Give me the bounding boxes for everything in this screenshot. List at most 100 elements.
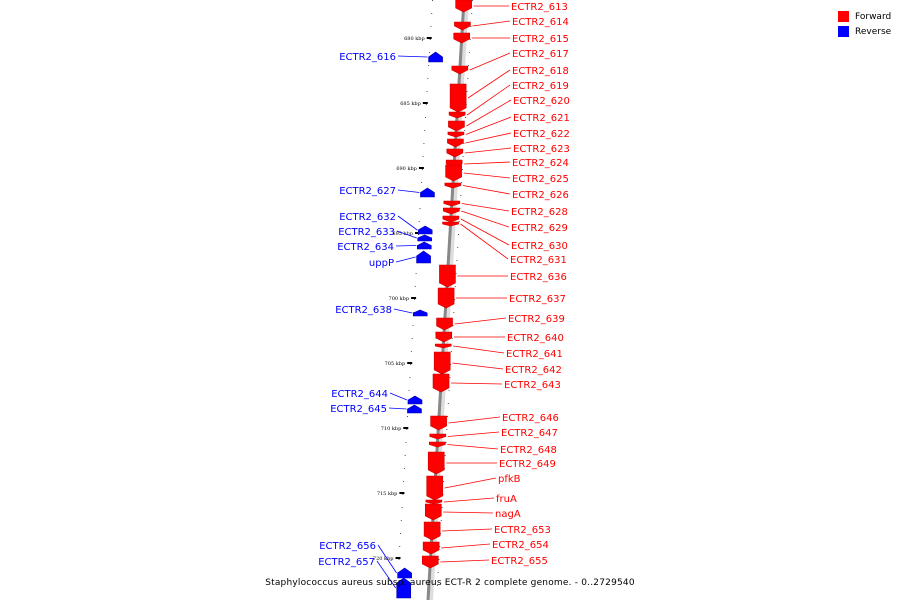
gene-label-ectr2-642[interactable]: ECTR2_642 [505,365,562,376]
gene-label-ectr2-643[interactable]: ECTR2_643 [504,380,561,391]
gene-feature-ectr2-656[interactable] [397,567,412,579]
leader-line [397,189,420,193]
minor-tick [427,78,429,79]
minor-tick [452,325,454,326]
gene-feature-ectr2-625[interactable] [445,164,462,182]
leader-line [466,84,511,116]
gene-feature-frua[interactable] [425,499,443,505]
gene-feature-ectr2-626[interactable] [444,182,462,189]
gene-label-uppp[interactable]: uppP [369,258,394,269]
gene-feature-ectr2-622[interactable] [447,138,464,148]
minor-tick [423,143,425,144]
gene-label-ectr2-640[interactable]: ECTR2_640 [507,333,564,344]
gene-label-ectr2-617[interactable]: ECTR2_617 [512,49,569,60]
gene-feature-ectr2-627[interactable] [420,187,435,198]
gene-feature-ectr2-648[interactable] [429,441,446,448]
gene-label-ectr2-632[interactable]: ECTR2_632 [339,212,396,223]
gene-label-ectr2-634[interactable]: ECTR2_634 [337,242,394,253]
gene-feature-ectr2-649[interactable] [427,451,445,475]
gene-label-ectr2-618[interactable]: ECTR2_618 [512,66,569,77]
gene-feature-ectr2-645[interactable] [407,404,422,414]
gene-label-ectr2-615[interactable]: ECTR2_615 [512,34,569,45]
minor-tick [403,481,405,482]
gene-label-ectr2-622[interactable]: ECTR2_622 [513,129,570,140]
gene-label-frua[interactable]: fruA [496,494,517,505]
gene-feature-ectr2-647[interactable] [429,433,447,440]
gene-label-ectr2-629[interactable]: ECTR2_629 [511,223,568,234]
gene-label-ectr2-656[interactable]: ECTR2_656 [319,541,376,552]
gene-label-ectr2-630[interactable]: ECTR2_630 [511,241,568,252]
gene-label-ectr2-636[interactable]: ECTR2_636 [510,272,567,283]
gene-feature-ectr2-631[interactable] [442,221,459,227]
gene-label-ectr2-637[interactable]: ECTR2_637 [509,294,566,305]
gene-feature-ectr2-619[interactable] [448,111,466,119]
gene-label-ectr2-621[interactable]: ECTR2_621 [513,113,570,124]
gene-feature-ectr2-643[interactable] [432,373,450,393]
gene-feature-ectr2-644[interactable] [407,395,423,405]
gene-feature-ectr2-632[interactable] [417,225,433,235]
gene-label-ectr2-613[interactable]: ECTR2_613 [511,2,568,13]
gene-feature-ectr2-618[interactable] [449,83,467,113]
gene-label-ectr2-646[interactable]: ECTR2_646 [502,413,559,424]
gene-feature-ectr2-629[interactable] [443,207,460,215]
gene-feature-uppp[interactable] [416,250,431,264]
gene-label-ectr2-649[interactable]: ECTR2_649 [499,459,556,470]
gene-feature-ectr2-613[interactable] [455,0,472,13]
gene-feature-ectr2-655[interactable] [421,555,439,569]
gene-label-ectr2-645[interactable]: ECTR2_645 [330,404,387,415]
gene-feature-ectr2-639[interactable] [436,317,453,331]
minor-tick [431,13,433,14]
gene-feature-ectr2-621[interactable] [447,131,465,138]
gene-feature-ectr2-614[interactable] [454,21,471,31]
gene-feature-ectr2-617[interactable] [451,65,469,75]
gene-features [396,0,472,599]
gene-label-ectr2-639[interactable]: ECTR2_639 [508,314,565,325]
gene-feature-ectr2-623[interactable] [446,148,464,158]
minor-tick [457,247,459,248]
gene-feature-ectr2-637[interactable] [437,287,455,309]
gene-label-ectr2-641[interactable]: ECTR2_641 [506,349,563,360]
gene-label-ectr2-619[interactable]: ECTR2_619 [512,81,569,92]
gene-label-naga[interactable]: nagA [495,509,521,520]
gene-feature-pfkb[interactable] [426,475,444,501]
minor-tick [412,325,414,326]
gene-label-ectr2-655[interactable]: ECTR2_655 [491,556,548,567]
gene-label-ectr2-624[interactable]: ECTR2_624 [512,158,569,169]
gene-label-ectr2-616[interactable]: ECTR2_616 [339,52,396,63]
gene-label-ectr2-623[interactable]: ECTR2_623 [513,144,570,155]
gene-feature-ectr2-653[interactable] [423,521,441,541]
gene-label-ectr2-614[interactable]: ECTR2_614 [512,17,569,28]
gene-feature-ectr2-657[interactable] [396,577,412,599]
gene-feature-ectr2-640[interactable] [435,331,453,343]
gene-feature-ectr2-636[interactable] [439,264,456,288]
gene-feature-ectr2-615[interactable] [453,32,471,44]
gene-feature-ectr2-646[interactable] [430,415,447,431]
gene-label-ectr2-647[interactable]: ECTR2_647 [501,428,558,439]
gene-feature-naga[interactable] [424,503,442,521]
gene-label-ectr2-627[interactable]: ECTR2_627 [339,186,396,197]
gene-label-ectr2-648[interactable]: ECTR2_648 [500,445,557,456]
gene-feature-ectr2-638[interactable] [412,309,428,317]
gene-feature-ectr2-616[interactable] [428,51,443,63]
gene-feature-ectr2-633[interactable] [417,234,433,242]
gene-label-ectr2-633[interactable]: ECTR2_633 [338,227,395,238]
gene-feature-ectr2-628[interactable] [443,200,461,207]
gene-label-ectr2-657[interactable]: ECTR2_657 [318,557,375,568]
gene-label-ectr2-631[interactable]: ECTR2_631 [510,255,567,266]
gene-label-ectr2-626[interactable]: ECTR2_626 [512,190,569,201]
gene-feature-ectr2-642[interactable] [433,351,451,375]
leader-line [444,477,497,489]
gene-feature-ectr2-634[interactable] [416,241,432,250]
gene-label-ectr2-638[interactable]: ECTR2_638 [335,305,392,316]
gene-label-pfkb[interactable]: pfkB [498,474,521,485]
gene-label-ectr2-653[interactable]: ECTR2_653 [494,525,551,536]
gene-feature-ectr2-630[interactable] [442,215,460,223]
gene-label-ectr2-644[interactable]: ECTR2_644 [331,389,388,400]
gene-label-ectr2-620[interactable]: ECTR2_620 [513,96,570,107]
gene-label-ectr2-628[interactable]: ECTR2_628 [511,207,568,218]
gene-feature-ectr2-641[interactable] [434,343,452,349]
gene-label-ectr2-654[interactable]: ECTR2_654 [492,540,549,551]
gene-feature-ectr2-654[interactable] [422,541,440,555]
gene-label-ectr2-625[interactable]: ECTR2_625 [512,174,569,185]
gene-feature-ectr2-620[interactable] [448,120,465,132]
